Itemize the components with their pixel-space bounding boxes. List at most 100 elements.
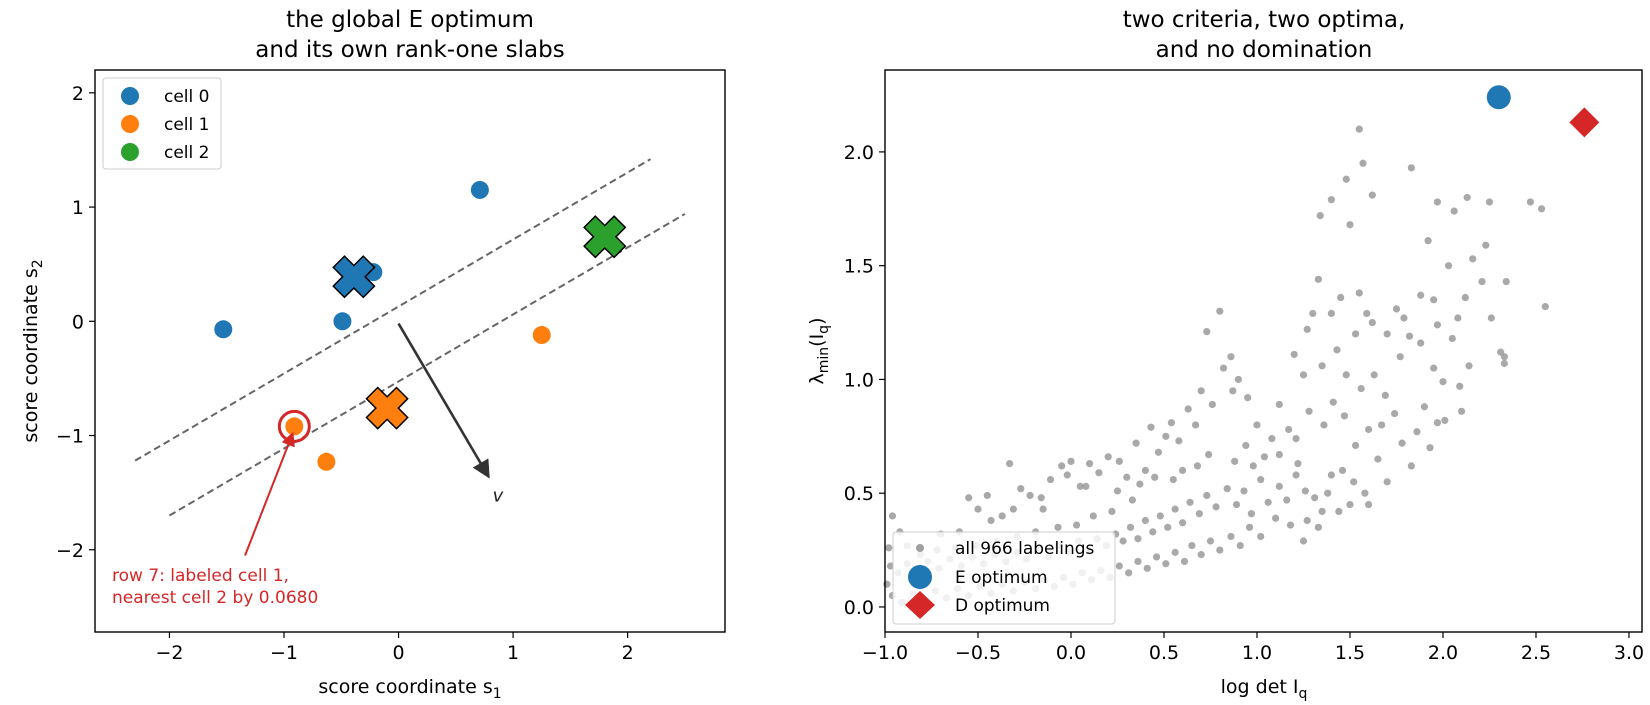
cloud-point-5 [1450, 207, 1458, 215]
cloud-point-134 [1195, 510, 1203, 518]
right-x-axis-label: log det Iq [1221, 676, 1308, 702]
cloud-point-44 [1355, 289, 1363, 297]
annotation-line-1: row 7: labeled cell 1, [112, 566, 289, 586]
cloud-point-16 [1316, 212, 1324, 220]
left-y-tick-label-2: 0 [72, 311, 84, 333]
cloud-point-127 [1257, 475, 1265, 484]
cloud-point-217 [1346, 500, 1354, 509]
cloud-point-249 [1303, 516, 1311, 525]
cloud-point-222 [1497, 348, 1505, 356]
centroid-marker-cell-0 [332, 255, 376, 299]
right-plot-frame [884, 69, 1643, 633]
cloud-point-23 [1500, 359, 1508, 368]
cloud-point-97 [1085, 460, 1094, 468]
cloud-point-250 [1324, 489, 1332, 497]
left-x-tick-label-4: 2 [622, 642, 634, 664]
cloud-point-246 [1136, 480, 1144, 488]
cloud-point-67 [1305, 407, 1313, 415]
cloud-point-37 [1405, 332, 1414, 340]
cloud-point-12 [1342, 175, 1350, 183]
cloud-point-27 [1417, 291, 1425, 299]
cloud-point-46 [1351, 330, 1360, 338]
cloud-point-45 [1363, 309, 1371, 318]
cloud-point-13 [1327, 196, 1335, 204]
point-cell-1-2 [532, 326, 551, 345]
cloud-point-178 [1162, 560, 1170, 568]
cloud-point-128 [1247, 510, 1256, 518]
cloud-point-61 [1378, 421, 1386, 429]
right-legend: all 966 labelings E optimum D optimum [892, 531, 1116, 625]
legend-label-d-optimum: D optimum [955, 596, 1050, 616]
cloud-point-95 [1104, 453, 1112, 461]
cloud-point-1 [1485, 198, 1494, 206]
right-x-tick-label-3: 0.5 [1149, 642, 1179, 664]
cloud-point-99 [1067, 457, 1075, 465]
cloud-point-81 [1242, 441, 1250, 450]
cloud-point-231 [1089, 512, 1097, 520]
legend-marker-d-optimum [905, 591, 935, 619]
cloud-point-129 [1240, 487, 1248, 495]
cloud-point-110 [983, 491, 991, 500]
right-y-axis-label-close: ) [806, 318, 828, 325]
cloud-point-14 [1368, 191, 1376, 199]
right-y-axis-label-text: λ [806, 373, 828, 384]
cloud-point-87 [1167, 419, 1176, 427]
cloud-point-51 [1303, 325, 1311, 333]
cloud-point-183 [1115, 562, 1123, 570]
left-y-axis-label: score coordinate s2 [20, 259, 46, 442]
cloud-point-57 [1357, 384, 1365, 393]
cloud-point-21 [1487, 314, 1495, 322]
cloud-point-69 [1285, 425, 1293, 434]
right-chart: two criteria, two optima, and no dominat… [806, 7, 1644, 702]
left-x-tick-label-0: −2 [155, 642, 183, 664]
cloud-point-133 [1203, 491, 1211, 500]
cloud-point-118 [1338, 466, 1347, 475]
cloud-point-170 [1236, 541, 1244, 550]
cloud-point-109 [965, 494, 973, 502]
cloud-point-226 [1193, 462, 1202, 470]
cloud-point-43 [1368, 318, 1376, 327]
cloud-point-9 [1444, 262, 1453, 270]
cloud-point-221 [1426, 444, 1434, 452]
right-x-tick-label-6: 2.0 [1428, 642, 1458, 664]
cloud-point-41 [1430, 364, 1438, 372]
cloud-point-34 [1441, 416, 1449, 424]
cloud-point-33 [1457, 407, 1466, 415]
right-x-axis-label-text: log det I [1221, 676, 1299, 698]
cloud-point-79 [1219, 364, 1228, 372]
cloud-point-38 [1400, 314, 1408, 322]
cloud-point-80 [1229, 387, 1237, 395]
cloud-point-135 [1186, 498, 1194, 506]
point-cell-0-1 [333, 312, 352, 331]
cloud-point-75 [1234, 375, 1242, 384]
cloud-point-232 [1072, 521, 1081, 529]
legend-label-cell-2: cell 2 [164, 143, 209, 163]
legend-label-all-labelings: all 966 labelings [955, 539, 1095, 559]
cloud-point-30 [1465, 362, 1473, 370]
legend-label-cell-0: cell 0 [164, 87, 209, 107]
cloud-point-17 [1469, 255, 1477, 263]
cloud-point-212 [1299, 537, 1308, 545]
cloud-point-63 [1351, 441, 1360, 450]
cloud-point-88 [1162, 432, 1170, 440]
right-x-tick-label-7: 2.5 [1521, 642, 1551, 664]
cloud-point-48 [1327, 309, 1335, 318]
cloud-point-112 [1063, 471, 1071, 479]
right-x-tick-label-2: 0.0 [1056, 642, 1086, 664]
cloud-point-122 [1301, 487, 1309, 495]
cloud-point-223 [1456, 382, 1464, 390]
cloud-point-59 [1381, 391, 1389, 399]
cloud-point-228 [1151, 473, 1159, 481]
cloud-point-42 [1383, 330, 1391, 338]
legend-label-e-optimum: E optimum [955, 568, 1048, 588]
left-chart: the global E optimum and its own rank-on… [20, 7, 726, 702]
cloud-point-106 [998, 512, 1006, 520]
left-legend: cell 0 cell 1 cell 2 [102, 77, 222, 170]
left-y-tick-label-4: 2 [72, 83, 84, 105]
cloud-point-71 [1268, 434, 1276, 443]
cloud-point-116 [1361, 489, 1369, 497]
cloud-point-208 [888, 512, 897, 520]
right-y-tick-label-0: 0.0 [844, 597, 874, 619]
cloud-point-176 [1180, 557, 1189, 566]
cloud-point-0 [1463, 193, 1471, 202]
